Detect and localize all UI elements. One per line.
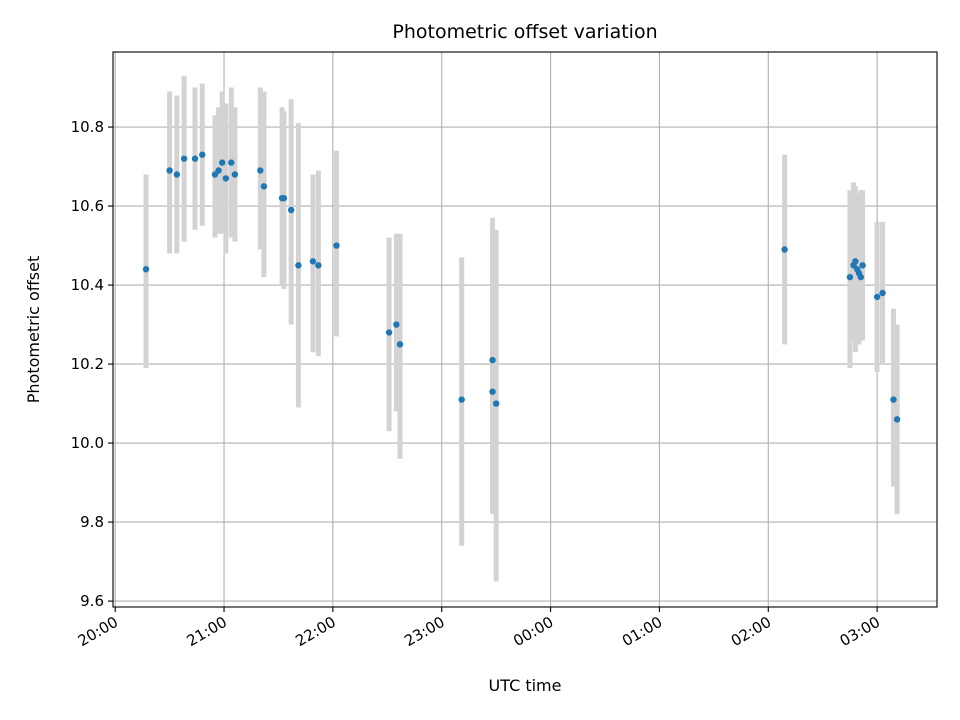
data-point <box>893 416 901 423</box>
data-point <box>180 155 188 162</box>
data-point <box>173 171 181 178</box>
data-point <box>393 321 400 328</box>
data-point <box>873 293 881 301</box>
y-tick-label: 10.4 <box>71 276 104 294</box>
y-tick-label: 9.8 <box>80 513 104 531</box>
data-point <box>396 341 404 348</box>
data-point <box>219 159 226 166</box>
data-point <box>260 183 268 190</box>
data-point <box>846 273 854 281</box>
y-tick-label: 10.0 <box>71 434 104 452</box>
data-point <box>781 246 788 253</box>
data-point <box>295 262 302 269</box>
data-point <box>315 262 322 269</box>
data-point <box>191 155 199 162</box>
data-point <box>333 242 340 249</box>
chart-title: Photometric offset variation <box>392 21 657 43</box>
data-point <box>228 159 235 166</box>
data-point <box>857 273 865 281</box>
data-point <box>489 388 496 395</box>
data-point <box>142 266 150 273</box>
y-axis-label: Photometric offset <box>24 256 43 404</box>
data-point <box>231 171 239 178</box>
data-point <box>859 262 866 269</box>
data-point <box>215 167 222 174</box>
data-point <box>280 194 288 202</box>
data-point <box>852 258 859 265</box>
data-point <box>222 175 230 182</box>
data-point <box>309 258 317 265</box>
data-point <box>458 396 465 403</box>
y-tick-label: 9.6 <box>80 592 104 610</box>
plot-frame <box>112 51 938 608</box>
y-tick-label: 10.8 <box>71 118 104 136</box>
data-points <box>142 151 901 423</box>
data-point <box>489 356 496 364</box>
data-point <box>199 151 206 158</box>
data-point <box>166 167 173 174</box>
data-point <box>257 167 264 174</box>
data-point <box>879 289 886 297</box>
y-tick-label: 10.2 <box>71 355 104 373</box>
data-point <box>890 396 897 403</box>
data-point <box>287 206 295 214</box>
y-axis-ticks: 9.6 9.8 10.0 10.2 10.4 10.6 10.8 <box>71 118 113 610</box>
grid-lines <box>113 52 937 607</box>
data-point <box>492 400 500 407</box>
x-axis-label: UTC time <box>489 676 562 695</box>
data-point <box>385 329 393 336</box>
y-tick-label: 10.6 <box>71 197 104 215</box>
